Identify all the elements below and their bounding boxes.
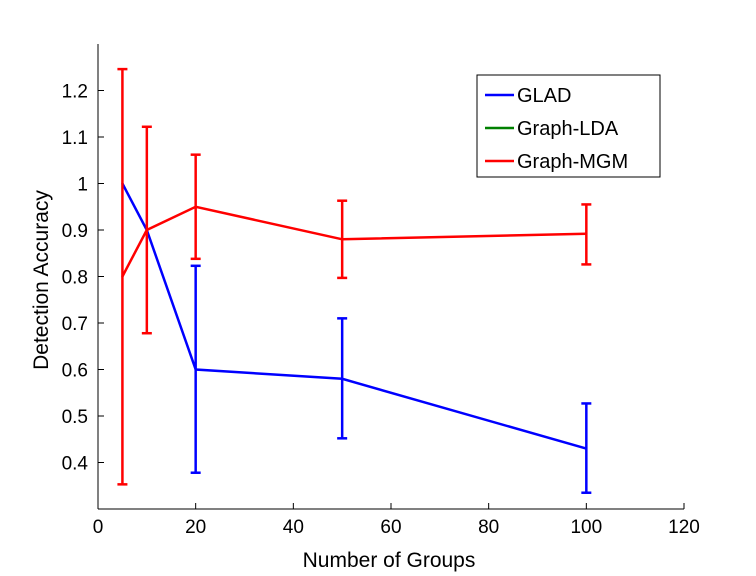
y-tick-label: 0.5 <box>62 407 88 428</box>
legend-label-graph-mgm: Graph-MGM <box>517 151 628 173</box>
x-tick-label: 20 <box>185 517 206 538</box>
y-tick-label: 0.7 <box>62 314 88 335</box>
y-tick-label: 0.9 <box>62 221 88 242</box>
data-point <box>145 228 149 232</box>
data-point <box>194 368 197 371</box>
x-tick-label: 80 <box>478 517 499 538</box>
axes: 0 20 40 60 80 100 120 0.4 0.5 0.6 0.7 0.8 0.9 1 1.1 1.2 <box>62 44 700 538</box>
legend: GLAD Graph-LDA Graph-MGM <box>476 74 661 178</box>
series-glad <box>121 182 592 494</box>
legend-label-glad: GLAD <box>517 85 571 107</box>
x-axis-label: Number of Groups <box>303 549 476 572</box>
series-graph-mgm <box>117 67 592 486</box>
x-tick-label: 40 <box>283 517 304 538</box>
data-point <box>194 205 197 208</box>
x-tick-label: 0 <box>93 517 104 538</box>
x-tick-label: 100 <box>570 517 602 538</box>
data-point <box>585 232 588 235</box>
x-tick-label: 60 <box>380 517 401 538</box>
y-tick-label: 1.1 <box>62 128 88 149</box>
x-tick-label: 120 <box>668 517 700 538</box>
y-tick-label: 1 <box>77 175 88 196</box>
series-line <box>121 182 587 450</box>
y-tick-label: 0.6 <box>62 361 88 382</box>
plot-area <box>117 67 592 494</box>
legend-label-graph-lda: Graph-LDA <box>517 118 619 140</box>
data-point <box>340 238 344 241</box>
data-point <box>340 377 344 380</box>
y-axis-label: Detection Accuracy <box>30 190 53 370</box>
y-tick-label: 1.2 <box>62 82 88 103</box>
y-tick-label: 0.8 <box>62 268 88 289</box>
data-point <box>585 447 588 450</box>
data-point <box>121 275 124 278</box>
y-tick-label: 0.4 <box>62 454 89 475</box>
